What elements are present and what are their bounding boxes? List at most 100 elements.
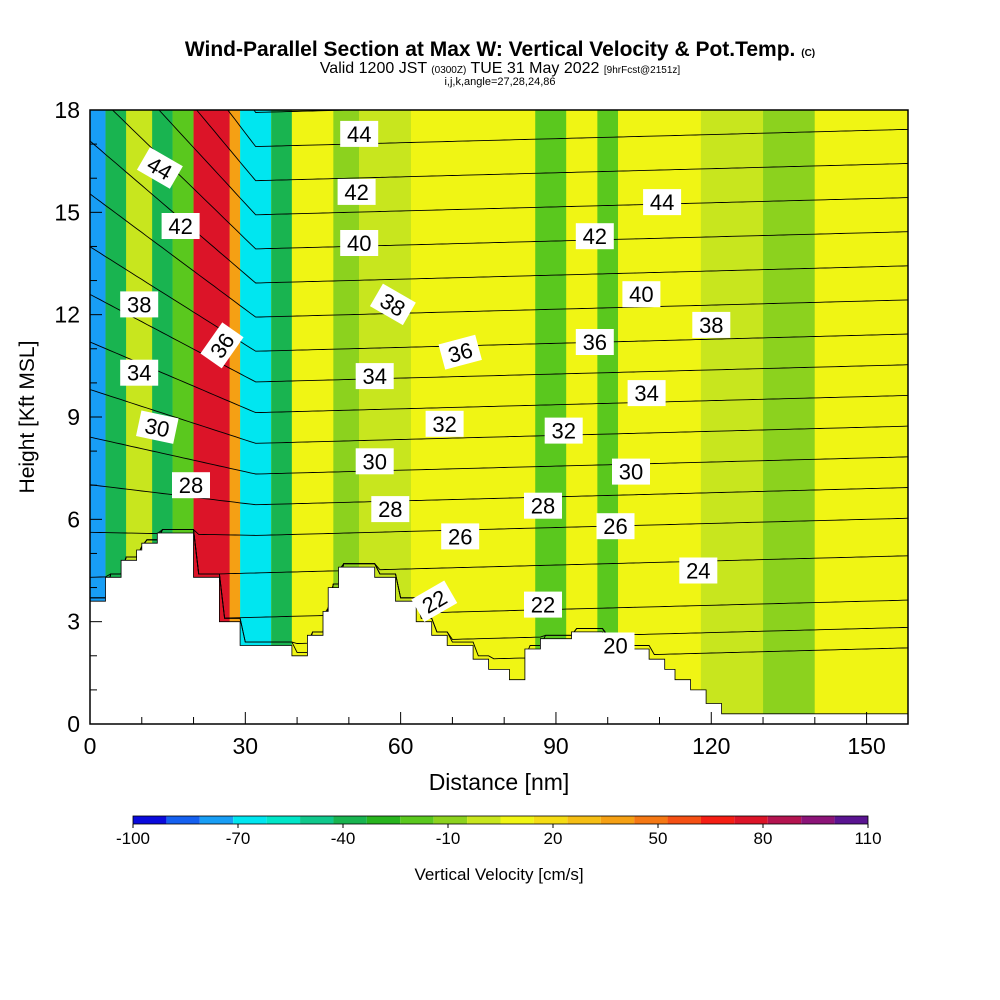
colorbar-swatch	[266, 816, 301, 824]
contour-label-box	[524, 492, 562, 519]
colorbar-tick-label: -100	[116, 829, 150, 848]
contour-label-text: 30	[619, 460, 643, 485]
theta-contour	[90, 529, 908, 578]
theta-contour	[111, 110, 908, 250]
contour-label-box	[371, 496, 410, 523]
contour-label-box	[172, 472, 210, 499]
velocity-column	[597, 110, 619, 724]
contour-label: 38	[120, 291, 159, 318]
contour-label-text: 20	[603, 634, 627, 659]
theta-contour	[90, 341, 908, 414]
contour-label: 32	[544, 417, 583, 444]
theta-contour	[227, 110, 908, 148]
colorbar-tick-label: 110	[854, 829, 881, 848]
contour-label: 40	[622, 281, 661, 308]
velocity-column	[700, 110, 764, 724]
theta-contour	[253, 110, 368, 113]
colorbar-swatch	[667, 816, 701, 824]
colorbar-swatch	[634, 816, 668, 824]
velocity-column	[566, 110, 598, 724]
colorbar-swatch	[600, 816, 635, 824]
theta-contour	[90, 436, 908, 475]
colorbar-swatch	[166, 816, 200, 824]
contour-labels: 44 42 38 36 34 30 28 44 42 40 38 34 36 32 30 28 26 22 32 28…	[120, 120, 731, 659]
theta-contour	[90, 517, 908, 536]
terrain	[89, 532, 909, 725]
colorbar-swatch	[233, 816, 267, 824]
colorbar-swatch	[133, 816, 167, 824]
theta-contour	[90, 140, 908, 284]
contour-label-text: 30	[143, 413, 172, 443]
velocity-column	[814, 110, 908, 724]
contour-label-box	[136, 410, 179, 444]
velocity-column	[271, 110, 292, 724]
contour-label-box	[340, 120, 379, 147]
colorbar-tick-label: 20	[544, 829, 563, 848]
contour-label-box	[575, 329, 614, 355]
x-tick-label: 150	[847, 733, 885, 759]
contour-label-box	[355, 363, 394, 390]
y-tick-label: 6	[67, 506, 80, 532]
contour-label-text: 38	[699, 313, 723, 338]
y-tick-label: 15	[54, 199, 80, 225]
theta-contour	[90, 529, 908, 619]
velocity-column	[240, 110, 272, 724]
colorbar-swatch	[500, 816, 534, 824]
contour-label: 30	[355, 448, 394, 475]
theta-contour	[90, 193, 908, 318]
contour-label: 42	[575, 223, 614, 250]
contour-label-text: 42	[168, 214, 192, 239]
contour-label: 30	[136, 410, 179, 444]
contour-label: 28	[172, 472, 210, 499]
contour-label-text: 34	[362, 364, 386, 389]
y-tick-label: 3	[67, 609, 80, 635]
contour-label: 36	[438, 334, 482, 370]
colorbar-label: Vertical Velocity [cm/s]	[414, 865, 583, 884]
theta-contours	[90, 110, 908, 660]
y-tick-label: 9	[67, 404, 80, 430]
contour-label-box	[643, 189, 682, 216]
colorbar-swatch	[467, 816, 501, 824]
contour-label-box	[441, 523, 480, 550]
chart-params: i,j,k,angle=27,28,24,86	[444, 76, 556, 88]
colorbar-swatch	[199, 816, 234, 824]
velocity-column	[535, 110, 567, 724]
contour-label-text: 44	[650, 190, 674, 215]
chart-title: Wind-Parallel Section at Max W: Vertical…	[184, 38, 816, 61]
contour-label-box	[575, 223, 614, 250]
contour-label-text: 28	[179, 473, 203, 498]
contour-label-text: 32	[432, 412, 456, 437]
contour-label-box	[627, 380, 666, 407]
colorbar-tick-label: 50	[649, 829, 668, 848]
contour-label-box	[200, 322, 244, 369]
contour-label: 30	[612, 458, 650, 485]
contour-label: 40	[340, 230, 379, 256]
contour-label: 36	[575, 329, 614, 355]
contour-label-box	[524, 591, 562, 618]
contour-label-text: 40	[347, 231, 371, 256]
colorbar: -100 -70 -40 -10 20 50 80 110	[116, 815, 882, 848]
contour-label-box	[120, 359, 159, 386]
contour-label: 32	[425, 410, 464, 437]
contour-label: 38	[692, 311, 731, 338]
velocity-column	[229, 110, 241, 724]
contour-label-text: 32	[551, 419, 575, 444]
contour-label-box	[692, 311, 731, 338]
contour-label: 34	[120, 359, 159, 386]
contour-label: 28	[371, 496, 410, 523]
contour-label-text: 28	[378, 497, 402, 522]
contour-label-box	[544, 417, 583, 444]
colorbar-swatch	[767, 816, 802, 824]
colorbar-tick-label: -40	[331, 829, 356, 848]
colorbar-tick-label: -10	[436, 829, 461, 848]
y-tick-label: 12	[54, 302, 80, 328]
contour-label-text: 44	[347, 122, 371, 147]
x-tick-label: 90	[543, 733, 569, 759]
colorbar-swatch	[300, 816, 334, 824]
velocity-column	[488, 110, 536, 724]
contour-label: 44	[643, 189, 682, 216]
contour-label-box	[438, 334, 482, 370]
chart-subtitle: Valid 1200 JST (0300Z) TUE 31 May 2022 […	[319, 60, 681, 77]
utc-time: (0300Z)	[431, 65, 467, 76]
